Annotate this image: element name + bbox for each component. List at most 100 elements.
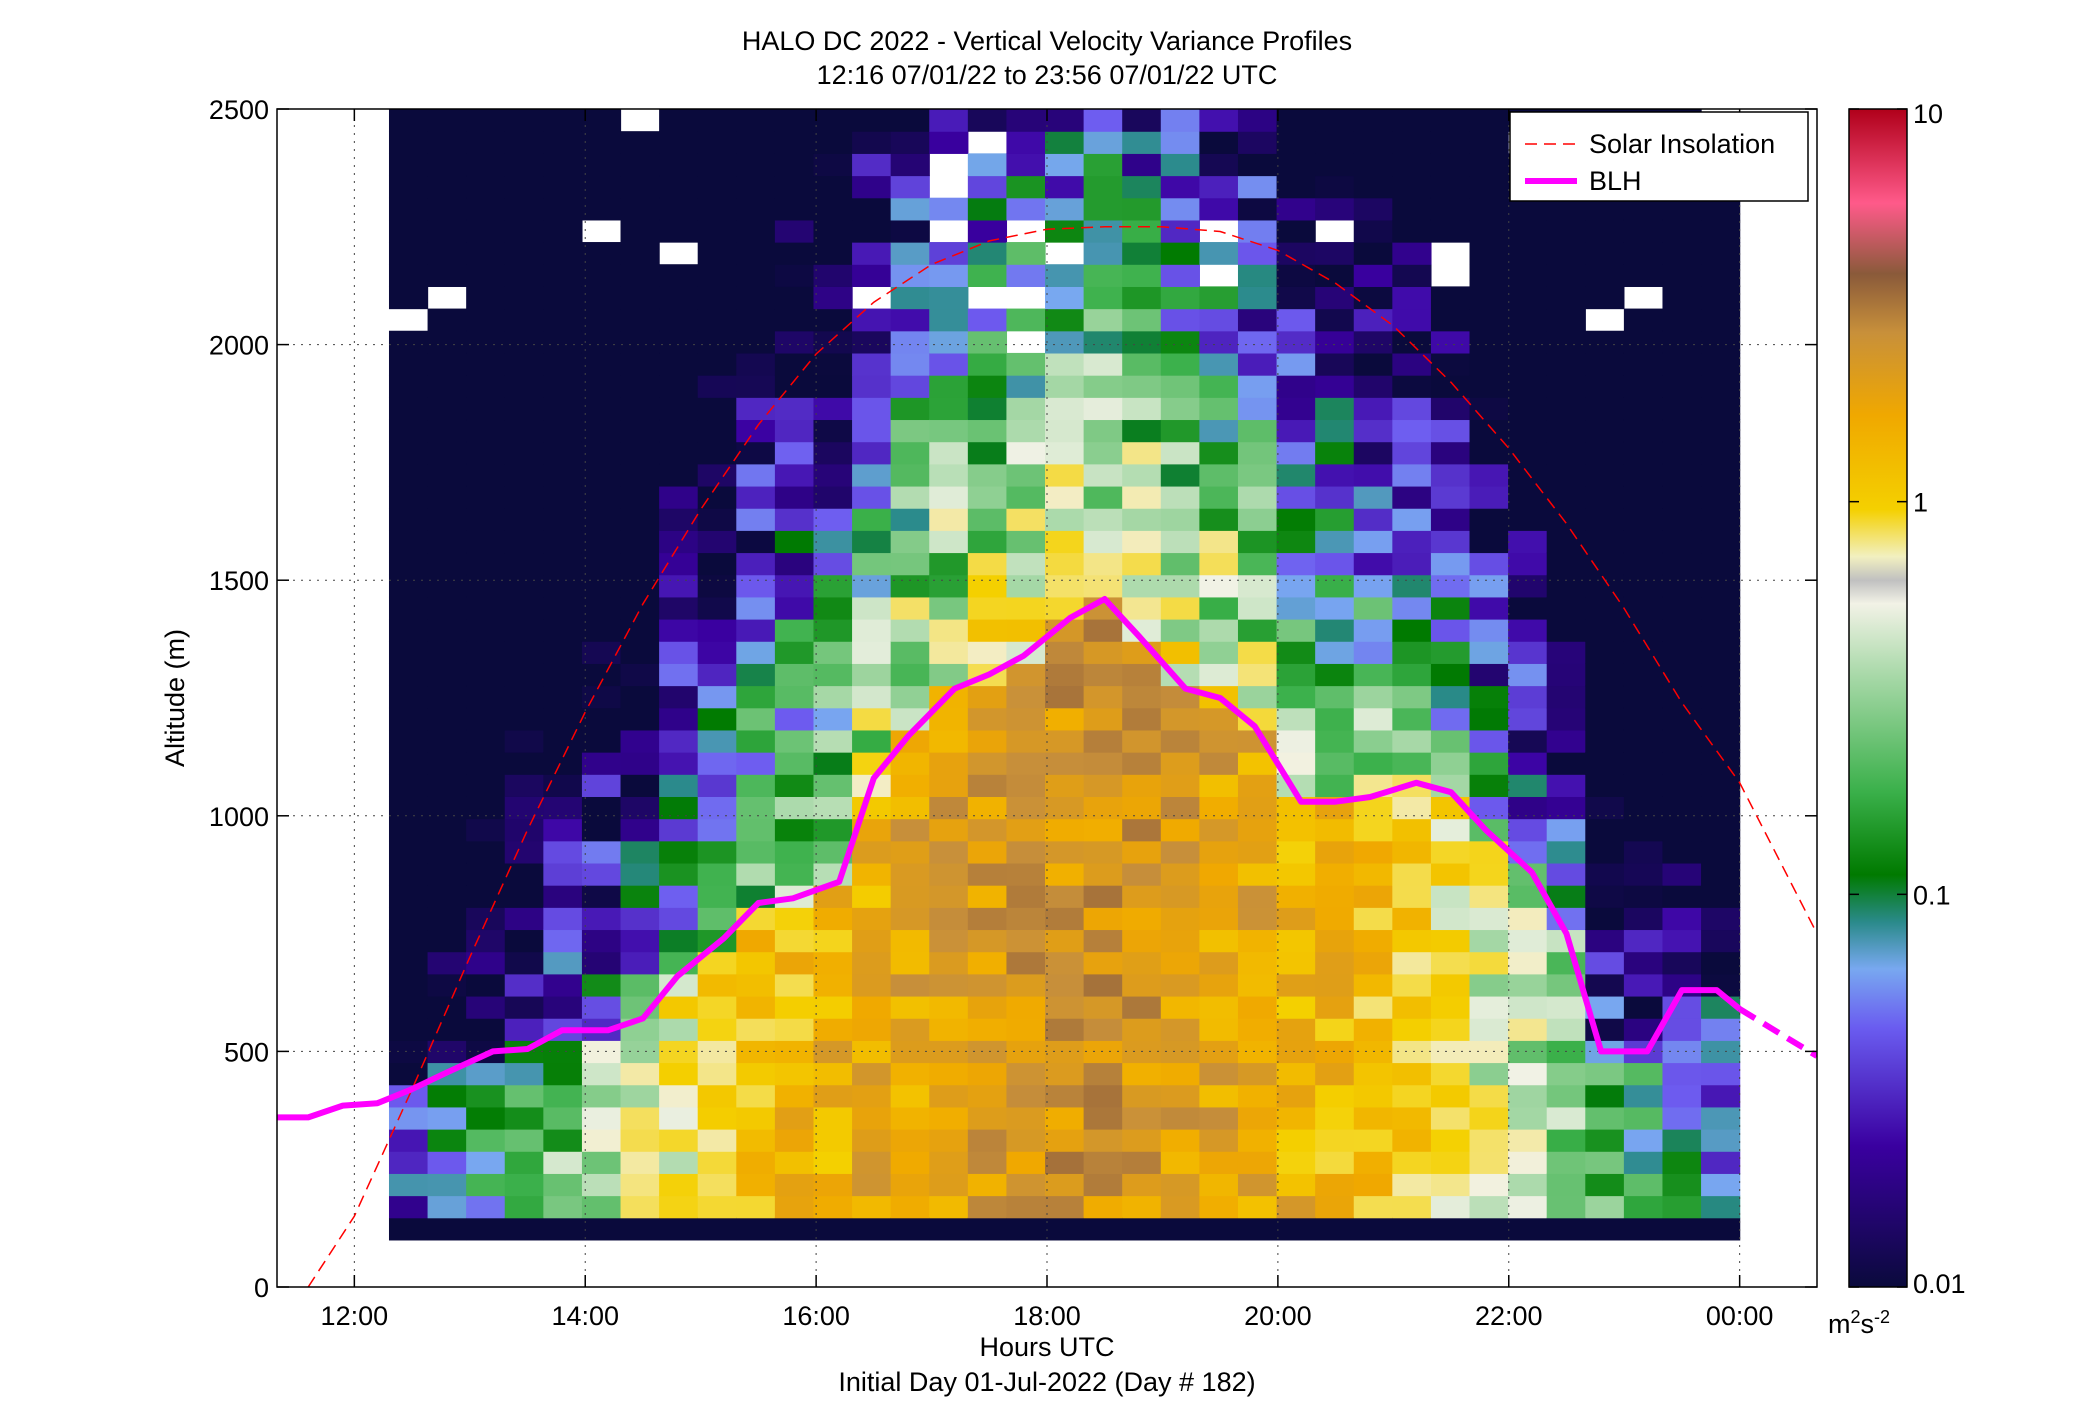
heatmap-cell — [1199, 818, 1239, 842]
heatmap-cell — [967, 153, 1008, 177]
heatmap-cell — [1160, 175, 1200, 199]
heatmap-cell — [1083, 419, 1123, 443]
heatmap-cell — [1045, 219, 1085, 243]
heatmap-cell — [1701, 641, 1741, 664]
heatmap-cell — [890, 663, 930, 687]
heatmap-cell — [1662, 1195, 1702, 1219]
heatmap-cell — [967, 1040, 1008, 1064]
heatmap-cell — [1662, 641, 1702, 664]
heatmap-cell — [1392, 286, 1432, 310]
heatmap-cell — [929, 973, 969, 997]
heatmap-cell — [1585, 995, 1625, 1019]
colorbar-tick-label: 0.01 — [1913, 1269, 1966, 1299]
heatmap-cell — [581, 752, 622, 775]
heatmap-cell — [852, 352, 892, 376]
heatmap-cell — [1083, 330, 1123, 354]
heatmap-cell — [1237, 1106, 1278, 1130]
heatmap-cell — [504, 707, 544, 731]
heatmap-cell — [1276, 1062, 1316, 1086]
heatmap-cell — [620, 1129, 660, 1152]
y-tick-label: 2500 — [209, 95, 269, 125]
heatmap-cell — [967, 929, 1008, 953]
heatmap-cell — [659, 907, 699, 931]
heatmap-cell — [1276, 1151, 1316, 1174]
chart-title: HALO DC 2022 - Vertical Velocity Varianc… — [742, 26, 1352, 56]
heatmap-cell — [929, 840, 969, 864]
heatmap-cell — [1237, 774, 1278, 797]
heatmap-cell — [1122, 840, 1162, 864]
heatmap-cell — [620, 951, 660, 975]
heatmap-cell — [1045, 796, 1085, 820]
colorbar-gradient — [1848, 108, 1908, 1288]
heatmap-cell — [890, 885, 930, 908]
heatmap-cell — [466, 441, 506, 465]
heatmap-cell — [504, 951, 544, 975]
heatmap-cell — [736, 463, 776, 487]
heatmap-cell — [1045, 574, 1085, 598]
heatmap-cell — [1353, 929, 1393, 953]
heatmap-cell — [1430, 995, 1471, 1019]
blh-line-extension — [1738, 1006, 1817, 1059]
heatmap-cell — [659, 109, 699, 132]
heatmap-cell — [1160, 796, 1200, 820]
heatmap-cell — [890, 463, 930, 487]
heatmap-cell — [1662, 197, 1702, 221]
heatmap-cell — [1083, 862, 1123, 886]
heatmap-cell — [659, 995, 699, 1019]
heatmap-cell — [1585, 973, 1625, 997]
heatmap-cell — [1083, 1018, 1123, 1041]
heatmap-cell — [929, 530, 969, 554]
heatmap-cell — [427, 752, 467, 775]
heatmap-cell — [852, 175, 892, 199]
heatmap-cell — [543, 308, 583, 332]
heatmap-cell — [504, 907, 544, 931]
heatmap-cell — [1315, 574, 1355, 598]
heatmap-cell — [659, 685, 699, 709]
heatmap-cell — [697, 1151, 737, 1174]
heatmap-cell — [1006, 885, 1046, 908]
heatmap-cell — [1160, 308, 1200, 332]
heatmap-cell — [1160, 818, 1200, 842]
heatmap-cell — [1623, 973, 1664, 997]
heatmap-cell — [1392, 818, 1432, 842]
heatmap-cell — [774, 1062, 815, 1086]
heatmap-cell — [388, 441, 429, 465]
heatmap-cell — [1276, 242, 1316, 265]
heatmap-cell — [774, 264, 815, 287]
heatmap-cell — [929, 951, 969, 975]
heatmap-cell — [1623, 663, 1664, 687]
heatmap-cell — [1546, 197, 1586, 221]
heatmap-cell — [543, 175, 583, 199]
heatmap-cell — [466, 219, 506, 243]
heatmap-cell — [1315, 485, 1355, 509]
heatmap-cell — [1006, 818, 1046, 842]
heatmap-cell — [427, 109, 467, 132]
heatmap-cell — [1237, 375, 1278, 398]
heatmap-cell — [1392, 485, 1432, 509]
heatmap-cell — [967, 752, 1008, 775]
heatmap-cell — [427, 796, 467, 820]
heatmap-cell — [1045, 1151, 1085, 1174]
heatmap-cell — [504, 840, 544, 864]
heatmap-cell — [967, 1195, 1008, 1219]
heatmap-cell — [697, 729, 737, 753]
heatmap-cell — [1469, 862, 1509, 886]
heatmap-cell — [1353, 1195, 1393, 1219]
heatmap-cell — [1430, 1195, 1471, 1219]
heatmap-cell — [1045, 286, 1085, 310]
heatmap-cell — [1199, 197, 1239, 221]
heatmap-cell — [1199, 641, 1239, 664]
heatmap-cell — [967, 308, 1008, 332]
heatmap-cell — [1199, 419, 1239, 443]
heatmap-cell — [1315, 352, 1355, 376]
heatmap-cell — [929, 1195, 969, 1219]
heatmap-cell — [1392, 219, 1432, 243]
heatmap-cell — [1006, 1062, 1046, 1086]
heatmap-cell — [697, 219, 737, 243]
heatmap-cell — [620, 885, 660, 908]
heatmap-cell — [1392, 1217, 1432, 1241]
heatmap-cell — [620, 663, 660, 687]
heatmap-cell — [1315, 441, 1355, 465]
heatmap-cell — [774, 308, 815, 332]
heatmap-cell — [427, 619, 467, 642]
